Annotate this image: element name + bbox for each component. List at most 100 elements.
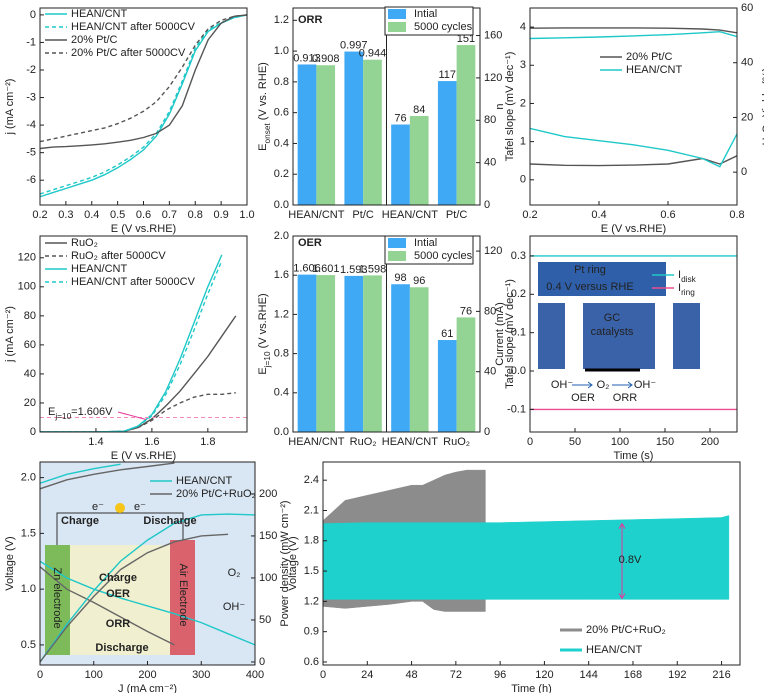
bar <box>437 81 457 205</box>
y2-tick-label: 0 <box>259 656 265 668</box>
y2-axis-label: H₂O₂ Yields (%) <box>761 68 764 146</box>
series-line <box>40 513 255 663</box>
annotation: O₂ <box>597 379 610 391</box>
annotation: Air Electrode <box>177 564 189 627</box>
legend-label: RuO₂ after 5000CV <box>71 250 166 262</box>
y-tick-label: 2.1 <box>304 504 319 516</box>
y-tick-label: 2.4 <box>304 474 319 486</box>
y-axis-label: n <box>494 103 506 109</box>
plot-area <box>297 45 476 205</box>
y-axis-label-part: j=10 <box>263 351 272 368</box>
annotation-part: E <box>48 406 55 418</box>
series-line <box>40 560 255 646</box>
series-line <box>40 566 175 646</box>
threshold-arrow <box>117 411 147 420</box>
x-tick-label: 216 <box>712 669 730 681</box>
bar-value-label: 0.997 <box>340 39 368 51</box>
x-tick-label: Pt/C <box>352 209 373 221</box>
series-line <box>40 14 247 195</box>
bar-value-label: 96 <box>413 275 425 287</box>
legend-label: Idisk <box>678 269 697 284</box>
y-tick-label: 2 <box>520 97 526 109</box>
legend-label: 20% Pt/C <box>626 51 673 63</box>
y-axis-label: Voltage (V) <box>287 536 299 590</box>
bar-value-label: 84 <box>413 104 425 116</box>
y2-tick-label: 20 <box>741 111 753 123</box>
y-tick-label: 1.0 <box>274 45 289 57</box>
y-tick-label: 100 <box>18 281 36 293</box>
bar <box>363 59 382 205</box>
y2-tick-label: 100 <box>259 572 277 584</box>
y-tick-label: 0.8 <box>274 76 289 88</box>
legend-label-part: ring <box>681 288 695 297</box>
annotation: OH⁻ <box>551 379 574 391</box>
y-tick-label: 0.0 <box>274 199 289 211</box>
bar <box>456 317 476 432</box>
annotation: OH⁻ <box>634 379 657 391</box>
y-tick-label: 0 <box>30 9 36 21</box>
voltage-band <box>323 515 730 600</box>
x-tick-label: 192 <box>668 669 686 681</box>
y-tick-label: 1.0 <box>21 583 36 595</box>
y-tick-label: 0.9 <box>304 626 319 638</box>
legend-label: RuO₂ <box>71 237 98 249</box>
annotation: Discharge <box>143 515 196 527</box>
bar <box>316 275 336 432</box>
y-tick-label: 0.2 <box>511 288 526 300</box>
bar <box>409 116 429 205</box>
y-tick-label: 1.5 <box>21 527 36 539</box>
y-tick-label: 0.1 <box>511 327 526 339</box>
series-line <box>40 14 247 198</box>
y-axis-label: j (mA cm⁻²) <box>4 79 16 136</box>
legend-label: Iring <box>678 282 695 297</box>
bar-value-label: 1.598 <box>359 263 387 275</box>
y-tick-label: 0.0 <box>274 426 289 438</box>
bar-value-label: 61 <box>441 328 453 340</box>
y2-tick-label: 60 <box>741 2 753 14</box>
y-tick-label: 0.6 <box>274 107 289 119</box>
y-tick-label: -2 <box>26 64 36 76</box>
x-tick-label: HEAN/CNT <box>382 436 439 448</box>
y-axis-label-part: (V vs.RHE) <box>257 293 269 351</box>
x-tick-label: 0.6 <box>660 209 675 221</box>
plot-area <box>40 254 247 432</box>
y2-tick-label: 0 <box>484 199 490 211</box>
annotation: Ej=10=1.606V <box>48 406 113 421</box>
y2-tick-label: 160 <box>484 29 502 41</box>
legend-label: 20% Pt/C+RuO₂ <box>586 624 666 636</box>
plot-area <box>40 14 247 198</box>
annotation: e⁻ <box>92 501 104 513</box>
axes-frame <box>322 461 741 666</box>
y-axis-label-part: onset <box>263 123 272 144</box>
series-line <box>530 27 737 34</box>
series-line <box>40 392 236 432</box>
legend-label: 20% Pt/C after 5000CV <box>71 47 186 59</box>
x-tick-label: 0 <box>37 669 43 681</box>
bar-value-label: 98 <box>394 272 406 284</box>
y2-axis-label: Tafel slope (mV dec⁻¹) <box>504 279 516 389</box>
plot-area <box>530 255 737 411</box>
x-tick-label: 72 <box>450 669 462 681</box>
annotation-part: =1.606V <box>71 406 113 418</box>
y-tick-label: -1 <box>26 36 36 48</box>
legend-label: HEAN/CNT <box>71 8 128 20</box>
y2-tick-label: 40 <box>484 157 496 169</box>
x-tick-label: 0.4 <box>84 209 99 221</box>
bar <box>391 284 410 432</box>
series-line <box>40 533 229 663</box>
bar-value-label: 151 <box>457 33 475 45</box>
bar-value-label: 0.908 <box>312 53 340 65</box>
x-tick-label: 0.5 <box>110 209 125 221</box>
annotation: OER <box>298 237 322 249</box>
legend-label: HEAN/CNT <box>176 475 233 487</box>
y-tick-label: 1.6 <box>274 269 289 281</box>
series-line <box>530 127 737 168</box>
bar-value-label: 1.601 <box>312 263 340 275</box>
x-tick-label: 200 <box>701 436 719 448</box>
y2-axis-label: Tafel slope (mV dec⁻¹) <box>504 52 516 162</box>
bar-value-label: 76 <box>394 112 406 124</box>
series-line <box>40 462 175 490</box>
air-electrode <box>170 540 195 655</box>
y-tick-label: 1.2 <box>304 595 319 607</box>
annotation: ORR <box>298 14 323 26</box>
